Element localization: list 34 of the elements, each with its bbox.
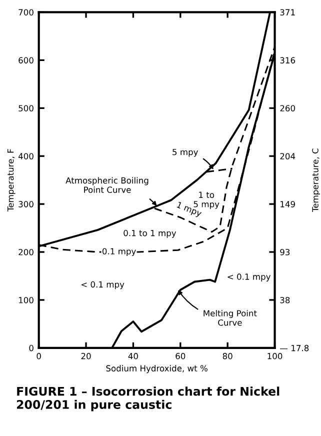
annotation: < 0.1 mpy <box>228 274 271 282</box>
y-tick-label: 500 <box>18 105 34 112</box>
text: FIGURE 1 – Isocorrosion chart for Nickel 200/201 in pure caustic <box>16 386 280 412</box>
x-tick-label: 100 <box>268 352 282 360</box>
y-tick-label: 300 <box>18 201 34 208</box>
annotation: 0.1 mpy <box>102 248 136 256</box>
x-tick-label: 20 <box>81 352 91 360</box>
x-tick-label: 80 <box>222 352 232 360</box>
y2-tick-label: 204 <box>280 153 296 160</box>
y-tick-label: 400 <box>18 153 34 160</box>
x-tick-label: 40 <box>128 352 138 360</box>
y2-tick-label: 38 <box>280 296 290 304</box>
annotation: Atmospheric Boiling Point Curve <box>66 177 148 193</box>
y-tick-label: 100 <box>18 296 34 304</box>
x-axis-title: Sodium Hydroxide, wt % <box>106 365 208 374</box>
x-tick-label: 0 <box>36 352 41 360</box>
y-axis-title: Temperature, F <box>7 149 16 212</box>
y2-tick-label: 93 <box>280 248 290 256</box>
y-tick-label: 200 <box>18 248 34 256</box>
annotation: Melting Point Curve <box>204 310 257 326</box>
y2-tick-label: 260 <box>280 105 295 112</box>
y2-axis-title: Temperature, C <box>312 148 320 212</box>
y2-tick-label: 316 <box>280 57 296 64</box>
annotation: 0.1 to 1 mpy <box>124 230 176 238</box>
annotation: 5 mpy <box>172 148 198 157</box>
y-tick-label: 700 <box>18 9 34 16</box>
annotation: < 0.1 mpy <box>81 281 124 290</box>
y2-tick-label: 371 <box>280 9 295 16</box>
y-tick-label: 0 <box>29 344 34 352</box>
annotation: 1 to 5 mpy <box>194 192 220 209</box>
x-tick-label: 60 <box>176 352 186 360</box>
y2-tick-label: 149 <box>280 201 295 208</box>
y-tick-label: 600 <box>18 57 34 64</box>
y2-tick-label: — 17.8 <box>280 344 309 352</box>
